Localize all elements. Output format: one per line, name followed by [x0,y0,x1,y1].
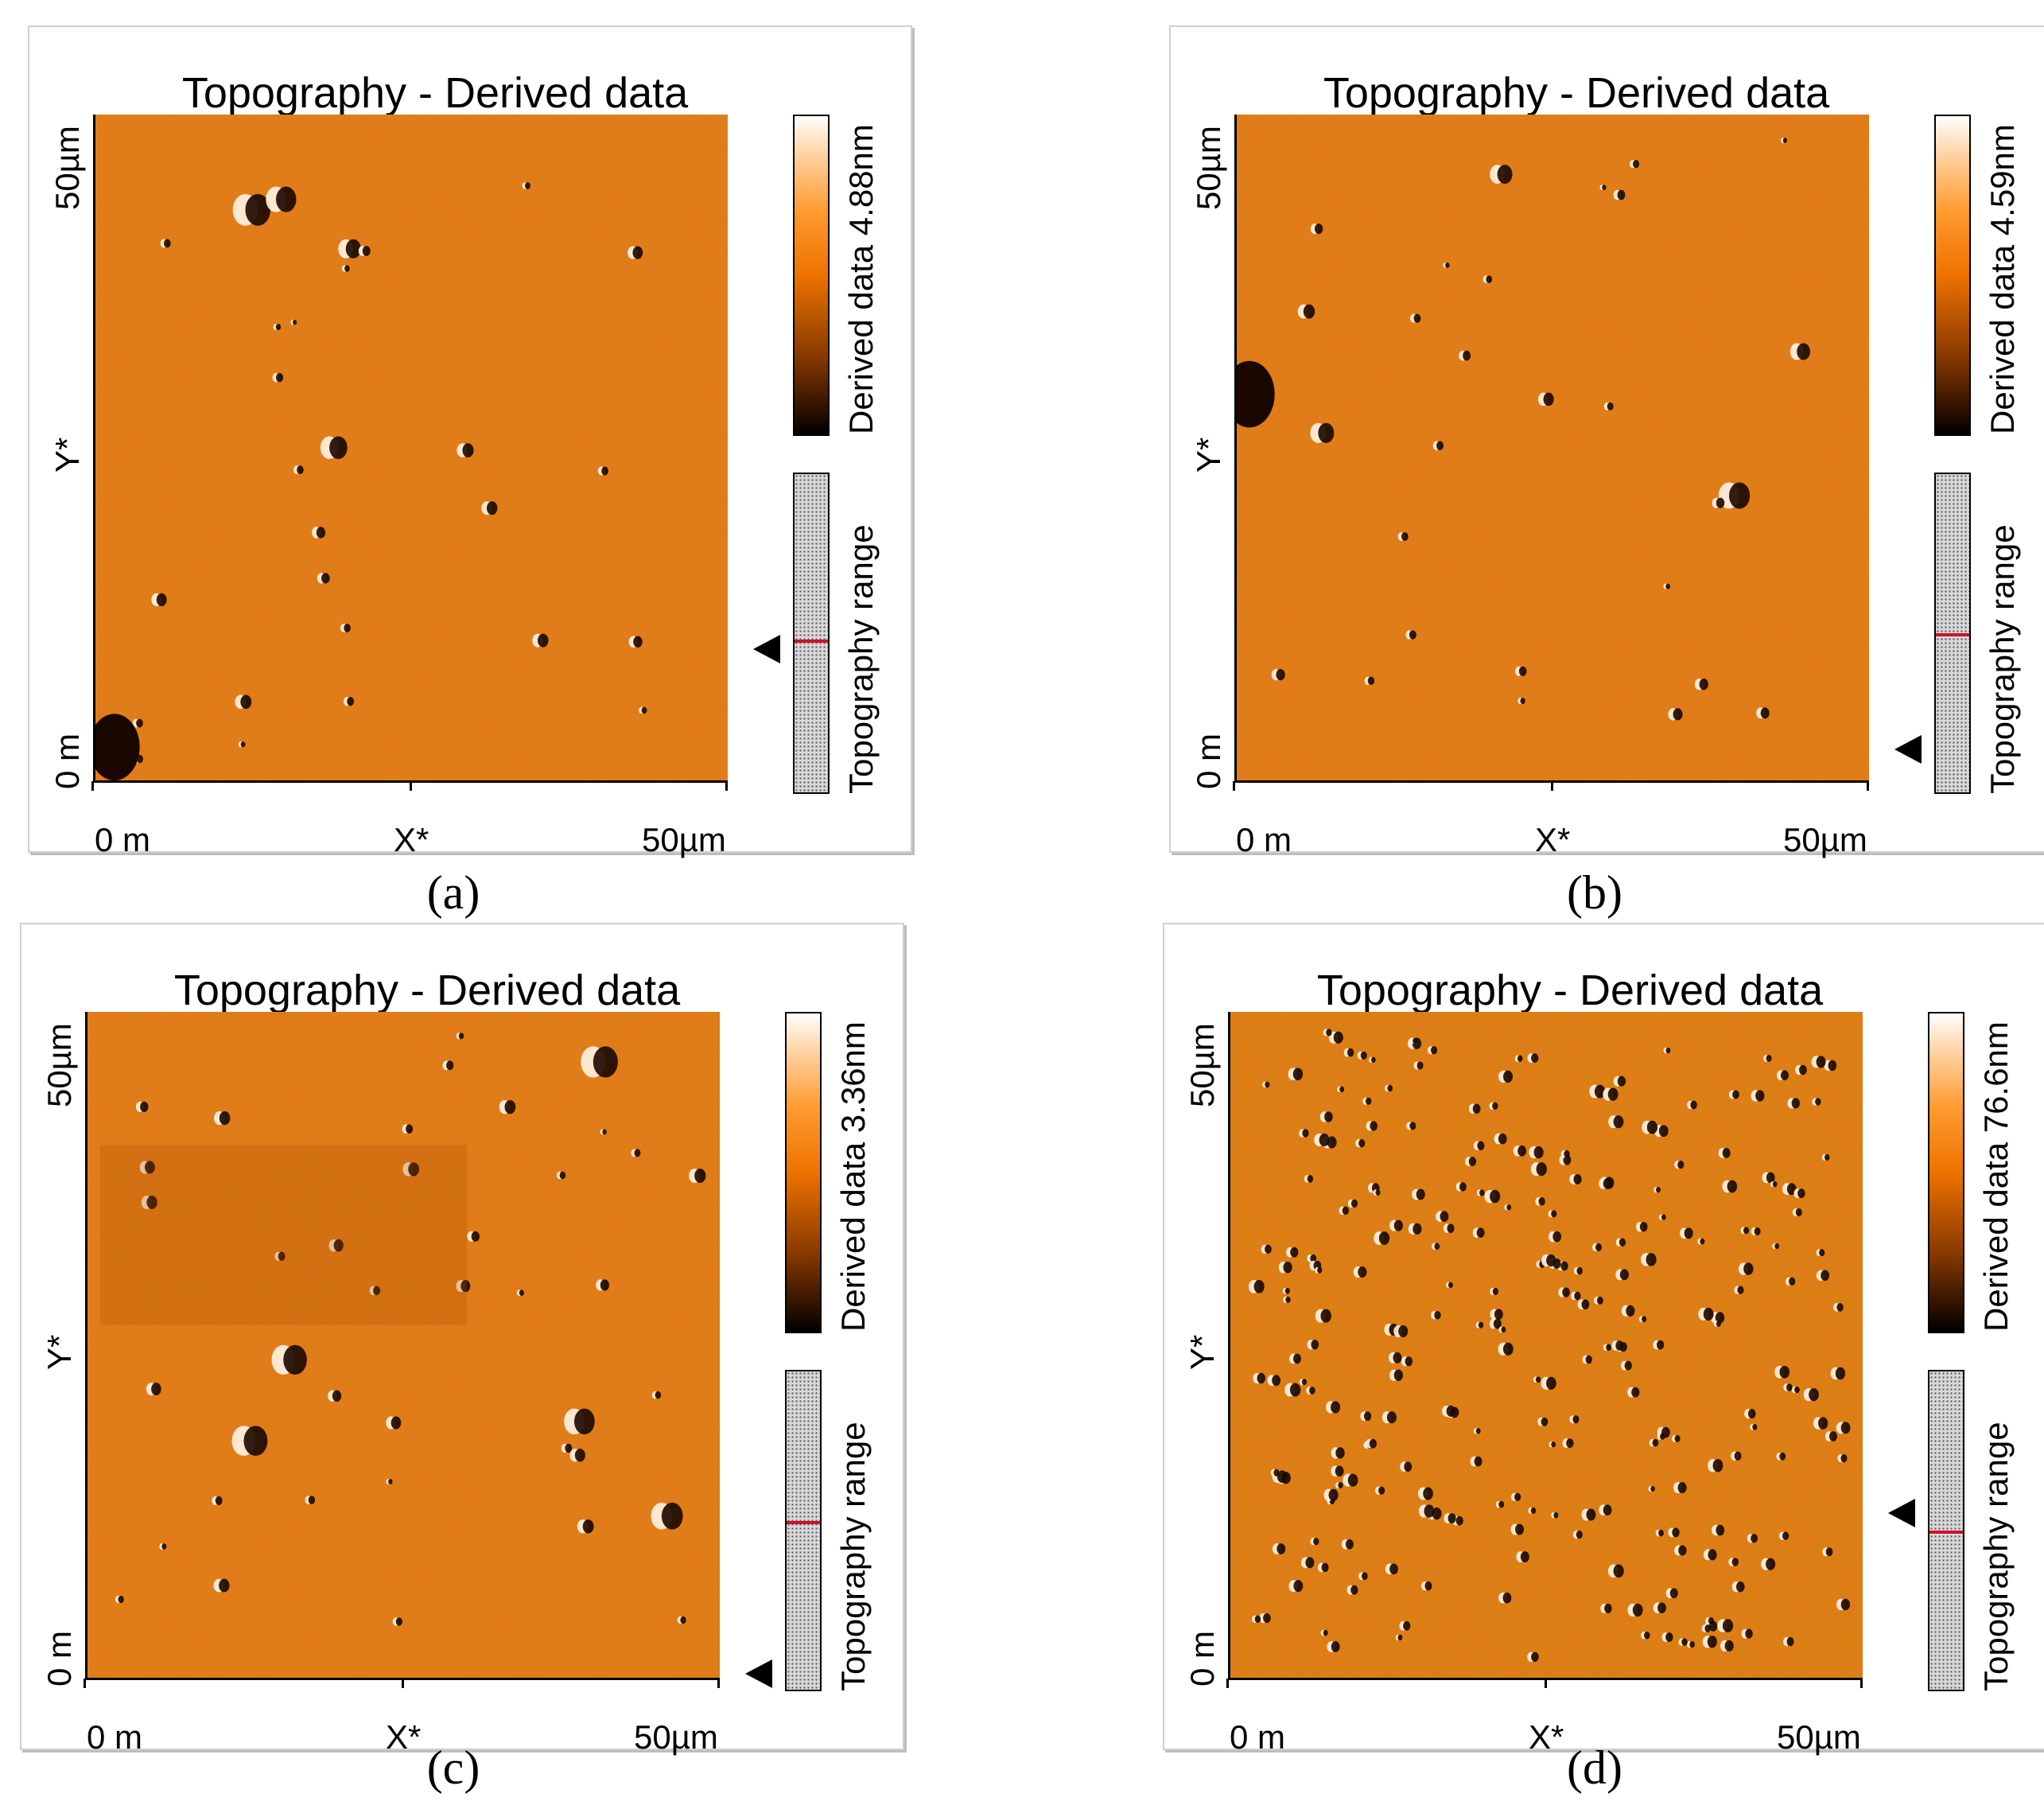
x-axis-label: X* [394,821,429,858]
x-axis-label: X* [1535,821,1571,858]
panel-title: Topography - Derived data [1316,967,1824,1014]
x-tick-min: 0 m [95,821,151,858]
x-tick-max: 50µm [642,821,726,858]
panel-caption: (d) [1567,1741,1622,1794]
y-axis-label: Y* [1190,437,1227,473]
y-tick-max: 50µm [41,1023,78,1107]
afm-surface [95,115,728,780]
y-axis-label: Y* [49,437,86,473]
range-marker [1929,1531,1963,1534]
x-tick-max: 50µm [634,1718,718,1756]
panel-caption: (a) [426,866,480,919]
level-arrow-icon [1888,1499,1915,1527]
level-arrow-icon [753,635,780,663]
afm-panel-d: Topography - Derived data 0 m X* 50µm 0 … [1163,923,2044,1756]
afm-surface [87,1012,720,1678]
afm-image [93,115,728,783]
y-tick-min: 0 m [49,733,86,789]
colorbar-label: Derived data 76.6nm [1977,1021,2015,1332]
x-tick-max: 50µm [1783,821,1867,858]
range-marker [787,1521,820,1524]
panel-caption: (b) [1567,866,1622,919]
range-marker [795,640,828,643]
panel-title: Topography - Derived data [173,967,681,1014]
y-axis-label: Y* [41,1334,78,1370]
topography-range-bar [785,1370,822,1691]
afm-image [85,1012,720,1680]
x-tick-min: 0 m [87,1718,143,1756]
y-tick-max: 50µm [1183,1023,1221,1107]
x-tick-min: 0 m [1230,1718,1286,1756]
afm-image [1228,1012,1863,1680]
level-arrow-icon [745,1659,772,1688]
colorbar-label: Derived data 4.59nm [1984,124,2021,434]
range-label: Topography range [842,524,880,794]
colorbar [1934,115,1971,436]
afm-panel-b: Topography - Derived data 0 m X* 50µm 0 … [1169,25,2044,858]
topography-range-bar [1934,473,1971,794]
afm-panel-c: Topography - Derived data 0 m X* 50µm 0 … [20,923,904,1756]
panel-title: Topography - Derived data [1323,69,1830,117]
y-tick-max: 50µm [49,126,86,210]
colorbar [1928,1012,1964,1333]
colorbar [785,1012,822,1333]
range-label: Topography range [834,1422,872,1691]
afm-panel-a: Topography - Derived data 0 m X* 50µm 0 … [28,25,912,858]
topography-range-bar [793,473,830,794]
x-tick-max: 50µm [1777,1718,1861,1756]
panel-title: Topography - Derived data [181,69,689,117]
colorbar [793,115,830,436]
afm-image [1234,115,1869,783]
afm-surface [1237,115,1869,780]
range-marker [1936,633,1969,636]
colorbar-label: Derived data 3.36nm [834,1021,872,1332]
topography-range-bar [1928,1370,1964,1691]
colorbar-label: Derived data 4.88nm [842,124,880,434]
range-label: Topography range [1977,1422,2015,1691]
y-axis-label: Y* [1183,1334,1221,1370]
y-tick-min: 0 m [41,1630,78,1686]
y-tick-min: 0 m [1190,733,1227,789]
afm-surface [1230,1012,1863,1678]
y-tick-min: 0 m [1183,1630,1221,1686]
range-label: Topography range [1984,524,2021,794]
panel-caption: (c) [426,1741,480,1794]
level-arrow-icon [1894,735,1922,764]
x-tick-min: 0 m [1236,821,1292,858]
y-tick-max: 50µm [1190,126,1227,210]
x-axis-label: X* [1529,1718,1564,1756]
x-axis-label: X* [386,1718,422,1756]
